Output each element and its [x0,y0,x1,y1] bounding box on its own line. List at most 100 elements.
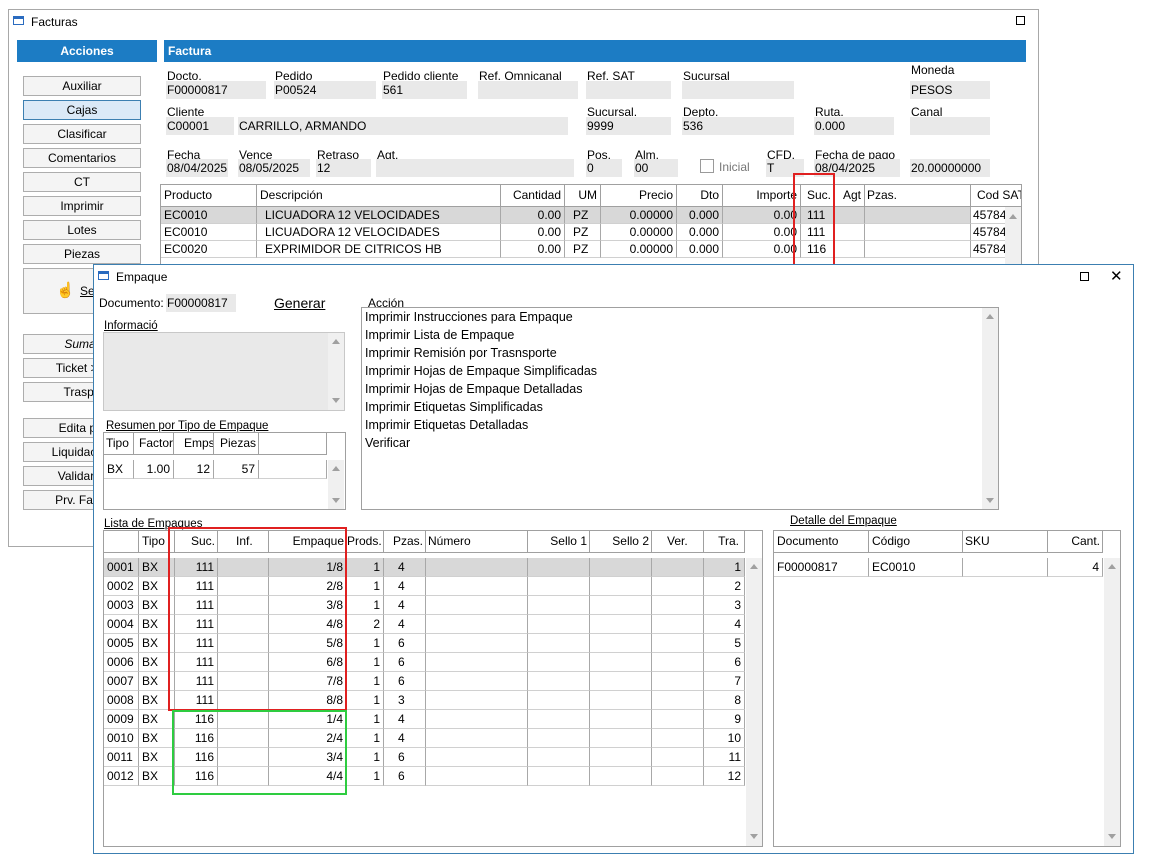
cliente-name-field[interactable]: CARRILLO, ARMANDO [238,117,568,135]
retraso-field[interactable]: 12 [316,159,371,177]
inicial-checkbox[interactable] [700,159,714,173]
accion-item[interactable]: Imprimir Etiquetas Simplificadas [365,400,543,414]
accion-scrollbar[interactable] [982,308,998,509]
alm-field[interactable]: 00 [634,159,678,177]
close-icon[interactable]: ✕ [1110,268,1123,285]
col-um[interactable]: UM [565,185,601,207]
pedido-field[interactable]: P00524 [274,81,376,99]
factura-grid-scrollbar[interactable] [1005,207,1021,273]
col-sello1[interactable]: Sello 1 [528,531,590,553]
canal-field[interactable] [910,117,990,135]
ref-sat-field[interactable] [586,81,671,99]
col-id[interactable] [104,531,139,553]
scroll-down-icon[interactable] [750,834,758,839]
generar-button[interactable]: Generar [274,295,326,311]
col-cantidad[interactable]: Cantidad [501,185,565,207]
col-sku[interactable]: SKU [963,531,1048,553]
accion-item[interactable]: Imprimir Remisión por Trasnsporte [365,346,557,360]
resumen-grid[interactable]: Tipo Factor Emps Piezas BX 1.00 12 57 [103,432,346,510]
detalle-scrollbar[interactable] [1104,558,1120,846]
auxiliar-button[interactable]: Auxiliar [23,76,141,96]
docto-field[interactable]: F00000817 [166,81,266,99]
col-producto[interactable]: Producto [161,185,257,207]
clasificar-button[interactable]: Clasificar [23,124,141,144]
scroll-up-icon[interactable] [332,339,340,344]
accion-item[interactable]: Imprimir Hojas de Empaque Detalladas [365,382,583,396]
cliente-code-field[interactable]: C00001 [166,117,234,135]
pos-field[interactable]: 0 [586,159,622,177]
pedido-cliente-field[interactable]: 561 [382,81,467,99]
col-cant[interactable]: Cant. [1048,531,1103,553]
ct-button[interactable]: CT [23,172,141,192]
comentarios-button[interactable]: Comentarios [23,148,141,168]
scroll-up-icon[interactable] [332,466,340,471]
col-sello2[interactable]: Sello 2 [590,531,652,553]
col-dto[interactable]: Dto [677,185,723,207]
col-pzas[interactable]: Pzas. [865,185,971,207]
informacion-box[interactable] [103,332,345,411]
cfd-field[interactable]: T [766,159,804,177]
moneda-field[interactable]: PESOS [910,81,990,99]
maximize-icon[interactable] [1080,272,1089,281]
col-empaque[interactable]: Empaque [269,531,347,553]
fecha-pago-field[interactable]: 08/04/2025 [814,159,900,177]
col-codigo[interactable]: Código [869,531,963,553]
col-agt[interactable]: Agt [835,185,865,207]
accion-item[interactable]: Imprimir Etiquetas Detalladas [365,418,529,432]
col-piezas[interactable]: Piezas [214,433,259,455]
scroll-up-icon[interactable] [750,564,758,569]
accion-item[interactable]: Verificar [365,436,411,450]
info-scrollbar[interactable] [328,333,344,410]
ref-omnicanal-field[interactable] [478,81,578,99]
documento-field[interactable]: F00000817 [166,294,236,312]
factura-lines-grid[interactable]: Producto Descripción Cantidad UM Precio … [160,184,1022,274]
col-documento[interactable]: Documento [774,531,869,553]
scroll-up-icon[interactable] [986,314,994,319]
scroll-down-icon[interactable] [332,398,340,403]
col-numero[interactable]: Número [426,531,528,553]
sucursal-field[interactable] [682,81,794,99]
cell-tipo: BX [104,460,134,479]
lotes-button[interactable]: Lotes [23,220,141,240]
col-precio[interactable]: Precio [601,185,677,207]
col-suc[interactable]: Suc. [801,185,835,207]
scroll-down-icon[interactable] [986,498,994,503]
col-pzas[interactable]: Pzas. [384,531,426,553]
col-descripcion[interactable]: Descripción [257,185,501,207]
col-cod-sat[interactable]: Cod SAT [971,185,1021,207]
accion-list[interactable]: Imprimir Instrucciones para Empaque Impr… [361,307,999,510]
col-tra[interactable]: Tra. [704,531,745,553]
sucursal2-field[interactable]: 9999 [586,117,671,135]
tipo-cambio-field[interactable]: 20.00000000 [910,159,990,177]
detalle-grid[interactable]: Documento Código SKU Cant. F00000817 EC0… [773,530,1121,847]
col-factor[interactable]: Factor [134,433,174,455]
col-tipo[interactable]: Tipo [139,531,175,553]
col-emps[interactable]: Emps [174,433,214,455]
lista-scrollbar[interactable] [746,558,762,846]
accion-item[interactable]: Imprimir Lista de Empaque [365,328,515,342]
scroll-up-icon[interactable] [1108,564,1116,569]
cajas-button[interactable]: Cajas [23,100,141,120]
agt-field[interactable] [376,159,574,177]
table-row[interactable] [161,207,971,224]
col-suc[interactable]: Suc. [175,531,218,553]
col-inf[interactable]: Inf. [218,531,269,553]
accion-item[interactable]: Imprimir Instrucciones para Empaque [365,310,573,324]
table-row[interactable] [104,558,745,577]
col-tipo[interactable]: Tipo [104,433,134,455]
imprimir-button[interactable]: Imprimir [23,196,141,216]
ruta-field[interactable]: 0.000 [814,117,894,135]
depto-field[interactable]: 536 [682,117,794,135]
scroll-down-icon[interactable] [332,498,340,503]
accion-item[interactable]: Imprimir Hojas de Empaque Simplificadas [365,364,598,378]
maximize-icon[interactable] [1016,16,1025,25]
vence-field[interactable]: 08/05/2025 [238,159,310,177]
col-ver[interactable]: Ver. [652,531,704,553]
resumen-scrollbar[interactable] [328,460,344,509]
col-prods[interactable]: Prods. [347,531,384,553]
fecha-field[interactable]: 08/04/2025 [166,159,228,177]
piezas-button[interactable]: Piezas [23,244,141,264]
scroll-up-icon[interactable] [1009,214,1017,219]
scroll-down-icon[interactable] [1108,834,1116,839]
col-importe[interactable]: Importe [723,185,801,207]
